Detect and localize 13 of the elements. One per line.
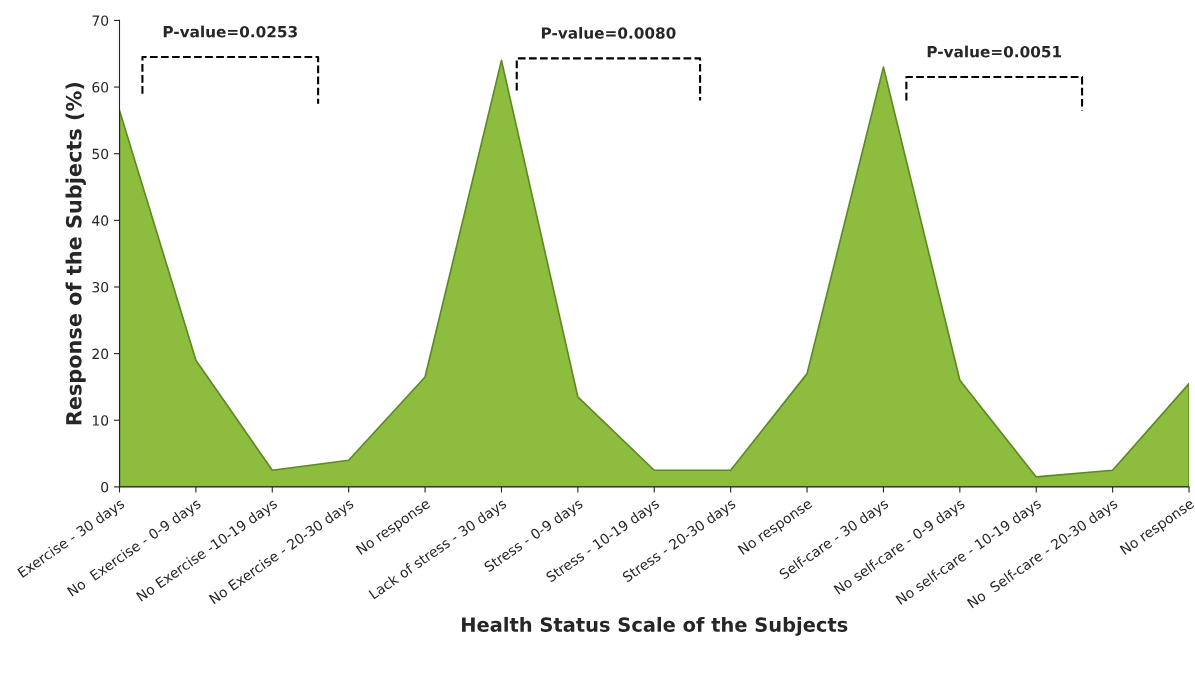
y-tick-label: 40 — [92, 215, 109, 226]
y-tick-label: 20 — [92, 348, 109, 360]
y-tick-label: 30 — [92, 281, 109, 293]
annotation: P-value=0.0051 — [927, 45, 1062, 58]
y-tick-label: 50 — [92, 148, 109, 160]
annotation: P-value=0.0253 — [163, 25, 297, 38]
y-tick-label: 0 — [101, 481, 109, 493]
x-axis-title: Health Status Scale of the Subjects — [462, 616, 848, 636]
y-tick-label: 70 — [92, 15, 109, 26]
y-axis-title: Response of the Subjects (%) — [65, 82, 86, 425]
annotation: P-value=0.0080 — [541, 26, 676, 39]
y-tick-label: 10 — [92, 415, 109, 426]
y-tick-label: 60 — [92, 82, 109, 93]
